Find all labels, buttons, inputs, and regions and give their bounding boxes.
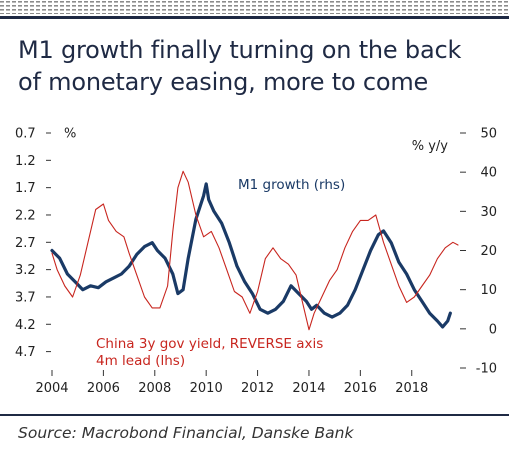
left-tick-label: 2.2 <box>15 208 36 223</box>
x-tick-label: 2008 <box>138 381 171 396</box>
left-tick-label: 1.7 <box>15 181 36 196</box>
x-tick-label: 2012 <box>241 381 274 396</box>
top-band <box>0 0 509 19</box>
right-tick-label: 30 <box>480 205 497 220</box>
left-tick-label: 1.2 <box>15 154 36 169</box>
right-tick-label: 50 <box>480 127 497 142</box>
right-axis-unit: % y/y <box>412 139 449 154</box>
yield-series-label-line2: 4m lead (lhs) <box>96 353 185 369</box>
source-note: Source: Macrobond Financial, Danske Bank <box>18 424 354 442</box>
x-tick-label: 2018 <box>395 381 428 396</box>
yield-series-label-line1: China 3y gov yield, REVERSE axis <box>96 336 323 352</box>
chart-title: M1 growth finally turning on the back of… <box>18 34 498 98</box>
x-tick-label: 2010 <box>190 381 223 396</box>
m1-series-label: M1 growth (rhs) <box>238 177 345 193</box>
x-tick-label: 2016 <box>344 381 377 396</box>
right-tick-label: 10 <box>480 283 497 298</box>
title-line-2: of monetary easing, more to come <box>18 68 429 96</box>
right-tick-label: -10 <box>476 362 497 377</box>
left-tick-label: 3.2 <box>15 263 36 278</box>
x-tick-label: 2006 <box>87 381 120 396</box>
left-tick-label: 4.7 <box>15 345 36 360</box>
left-tick-label: 3.7 <box>15 290 36 305</box>
left-tick-label: 4.2 <box>15 318 36 333</box>
x-tick-label: 2014 <box>292 381 325 396</box>
m1-series-line <box>50 182 452 329</box>
divider-line <box>0 414 509 416</box>
title-line-1: M1 growth finally turning on the back <box>18 36 462 64</box>
left-axis-unit: % <box>64 127 76 142</box>
right-tick-label: 40 <box>480 166 497 181</box>
x-tick-label: 2004 <box>35 381 68 396</box>
yield-series-line <box>51 170 459 331</box>
left-tick-label: 0.7 <box>15 127 36 142</box>
left-tick-label: 2.7 <box>15 236 36 251</box>
right-tick-label: 0 <box>489 322 497 337</box>
right-tick-label: 20 <box>480 244 497 259</box>
